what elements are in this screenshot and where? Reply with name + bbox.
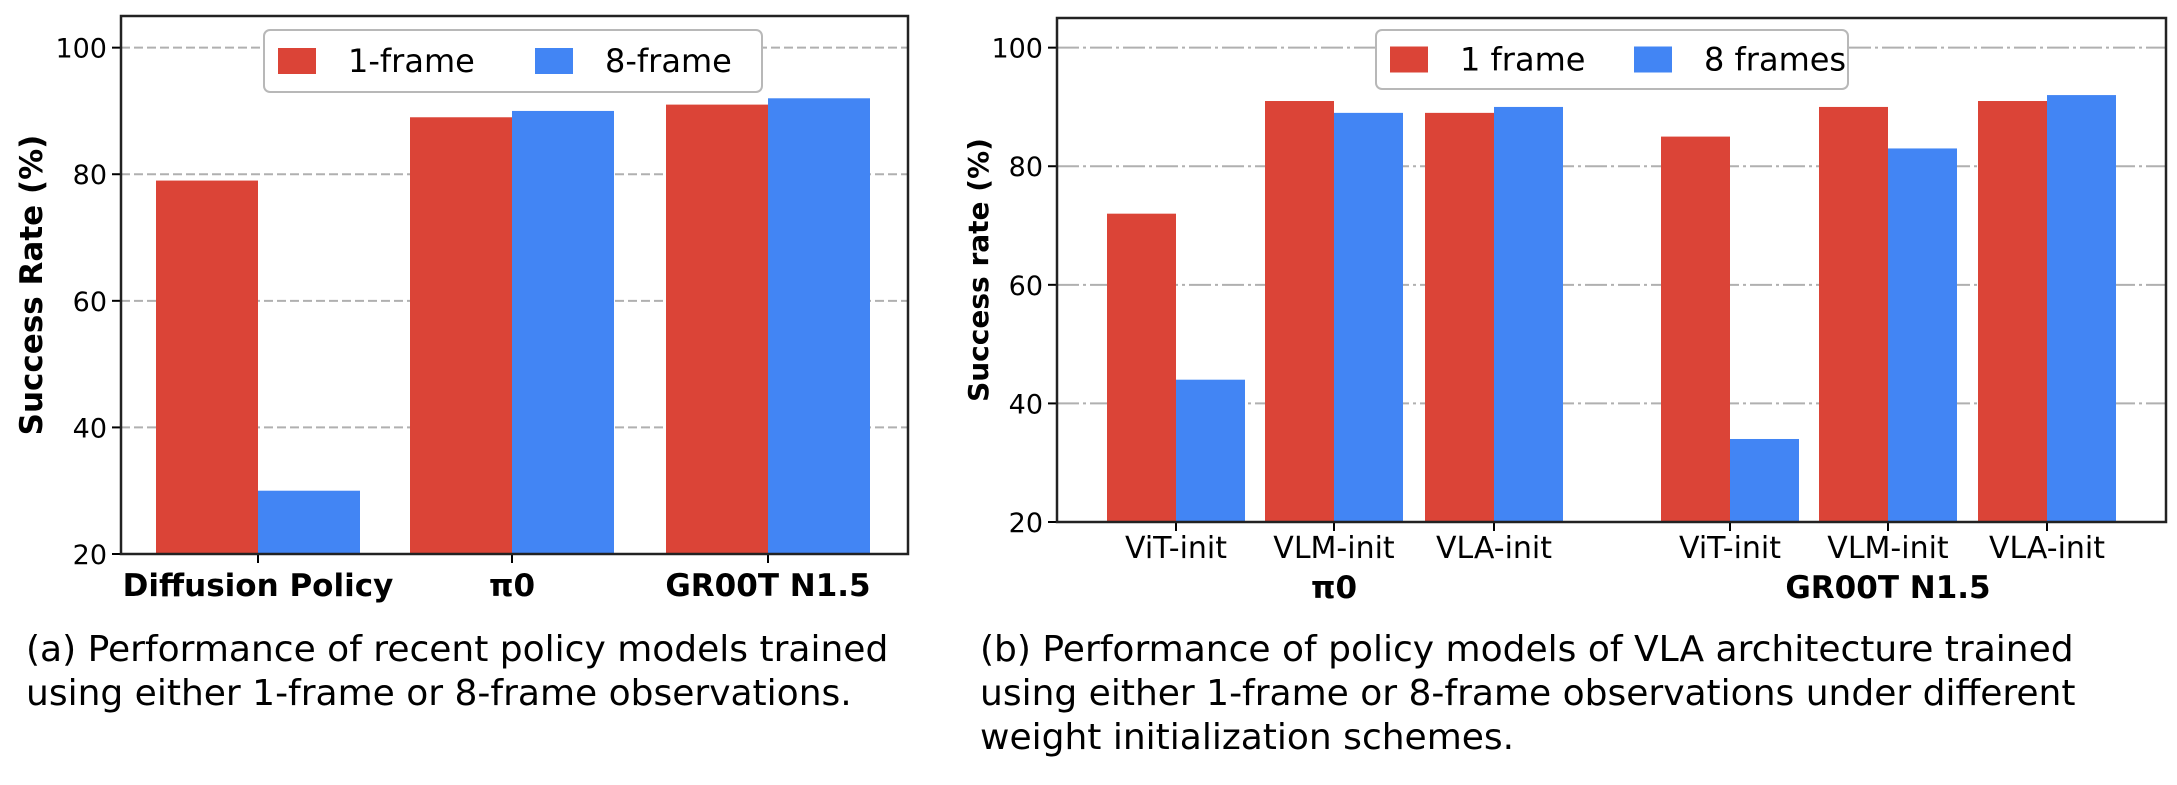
legend-swatch	[1390, 46, 1428, 73]
bar-series2	[1494, 106, 1563, 523]
bar-series2	[1334, 112, 1403, 522]
y-tick-label: 20	[1009, 508, 1043, 539]
legend-label: 8-frame	[605, 42, 732, 80]
y-tick-label: 80	[73, 160, 107, 191]
y-tick-label: 40	[73, 413, 107, 444]
y-tick-label: 100	[991, 34, 1043, 65]
x-tick-label: ViT-init	[1125, 531, 1227, 566]
bar-series2	[768, 98, 870, 555]
legend-swatch	[535, 48, 573, 74]
chart-a: 20 40 60 80 100 Diffusion Policy π0 GR00T N1.5 S…	[14, 14, 910, 604]
x-tick-label: VLA-init	[1436, 531, 1552, 566]
bar-series1	[156, 180, 258, 555]
y-tick-label: 60	[1009, 271, 1043, 302]
group-label: GR00T N1.5	[1785, 570, 1990, 606]
legend-swatch	[1634, 46, 1672, 73]
x-tick-label: VLM-init	[1827, 531, 1949, 566]
legend-swatch	[278, 48, 316, 74]
y-axis-label: Success Rate (%)	[14, 135, 50, 436]
bar-series1	[1265, 101, 1334, 522]
bar-series1	[1107, 213, 1176, 522]
chart-b: 20 40 60 80 100 ViT-init VLM-init VLA-init ViT-i…	[962, 16, 2168, 606]
y-tick-label: 40	[1009, 389, 1043, 420]
figure: 20 40 60 80 100 Diffusion Policy π0 GR00T N1.5 S…	[14, 14, 2168, 606]
legend-label: 8 frames	[1704, 41, 1846, 79]
caption-b: (b) Performance of policy models of VLA …	[980, 629, 2076, 758]
x-tick-label: VLA-init	[1989, 531, 2105, 566]
legend-box	[1375, 29, 1849, 90]
bar-series1	[1425, 112, 1494, 522]
legend-label: 1 frame	[1460, 41, 1585, 79]
y-tick-label: 20	[73, 540, 107, 571]
bar-series1	[410, 117, 512, 554]
bar-series2	[1730, 438, 1799, 522]
plot-frame	[119, 14, 910, 556]
x-tick-label: ViT-init	[1679, 531, 1781, 566]
y-tick-label: 100	[55, 34, 107, 65]
x-tick-label: Diffusion Policy	[123, 568, 394, 604]
bar-series2	[2047, 95, 2116, 523]
bar-series1	[1978, 101, 2047, 522]
caption-a: (a) Performance of recent policy models …	[26, 629, 889, 714]
bar-series1	[1819, 106, 1888, 523]
y-axis-label: Success rate (%)	[962, 138, 995, 402]
group-label: π0	[1311, 570, 1357, 606]
legend-label: 1-frame	[348, 42, 475, 80]
y-tick-label: 60	[73, 287, 107, 318]
plot-frame	[1055, 16, 2168, 524]
x-tick-label: GR00T N1.5	[665, 568, 870, 604]
bar-series2	[512, 110, 614, 555]
bar-series2	[258, 490, 360, 554]
bar-series2	[1888, 148, 1957, 522]
y-tick-label: 80	[1009, 152, 1043, 183]
legend-box	[263, 29, 763, 93]
bar-series2	[1176, 379, 1245, 522]
x-tick-label: π0	[489, 568, 535, 604]
bar-series1	[666, 104, 768, 555]
x-tick-label: VLM-init	[1273, 531, 1395, 566]
bar-series1	[1661, 136, 1730, 522]
